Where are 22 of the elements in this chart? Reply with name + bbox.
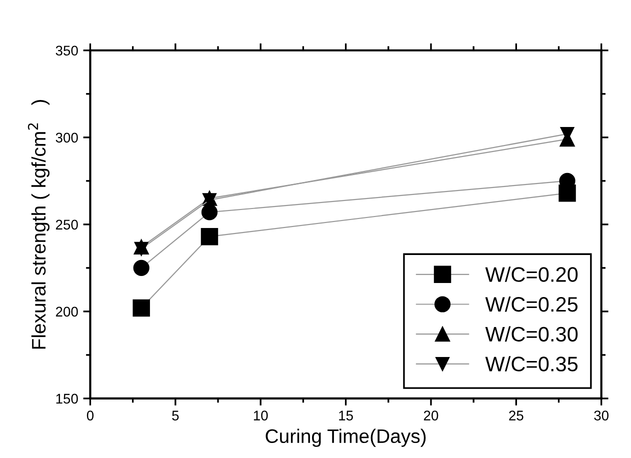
point	[200, 228, 218, 246]
x-tick-label: 10	[254, 410, 268, 420]
x-axis-title: Curing Time(Days)	[266, 428, 426, 447]
y-tick-label: 150	[56, 394, 78, 404]
y-tick-label: 200	[56, 306, 78, 317]
x-tick-label: 20	[424, 410, 438, 420]
legend-label: W/C=0.35	[485, 356, 578, 372]
x-tick-label: 5	[172, 410, 179, 420]
y-tick-label: 250	[56, 220, 78, 230]
point	[201, 204, 218, 220]
point	[132, 299, 150, 317]
point	[133, 260, 150, 276]
legend-label: W/C=0.25	[485, 296, 578, 312]
y-tick-label: 300	[56, 132, 78, 143]
legend-label: W/C=0.20	[485, 266, 578, 282]
x-tick-label: 0	[86, 410, 94, 420]
text: Flexural strength ( kgf/cm$^{2}$ )	[28, 100, 50, 349]
x-tick-label: 15	[339, 410, 353, 420]
x-tick-label: 25	[509, 410, 524, 420]
y-tick-label: 350	[56, 46, 78, 56]
x-tick-label: 30	[594, 410, 609, 420]
legend-label: W/C=0.30	[485, 326, 578, 342]
